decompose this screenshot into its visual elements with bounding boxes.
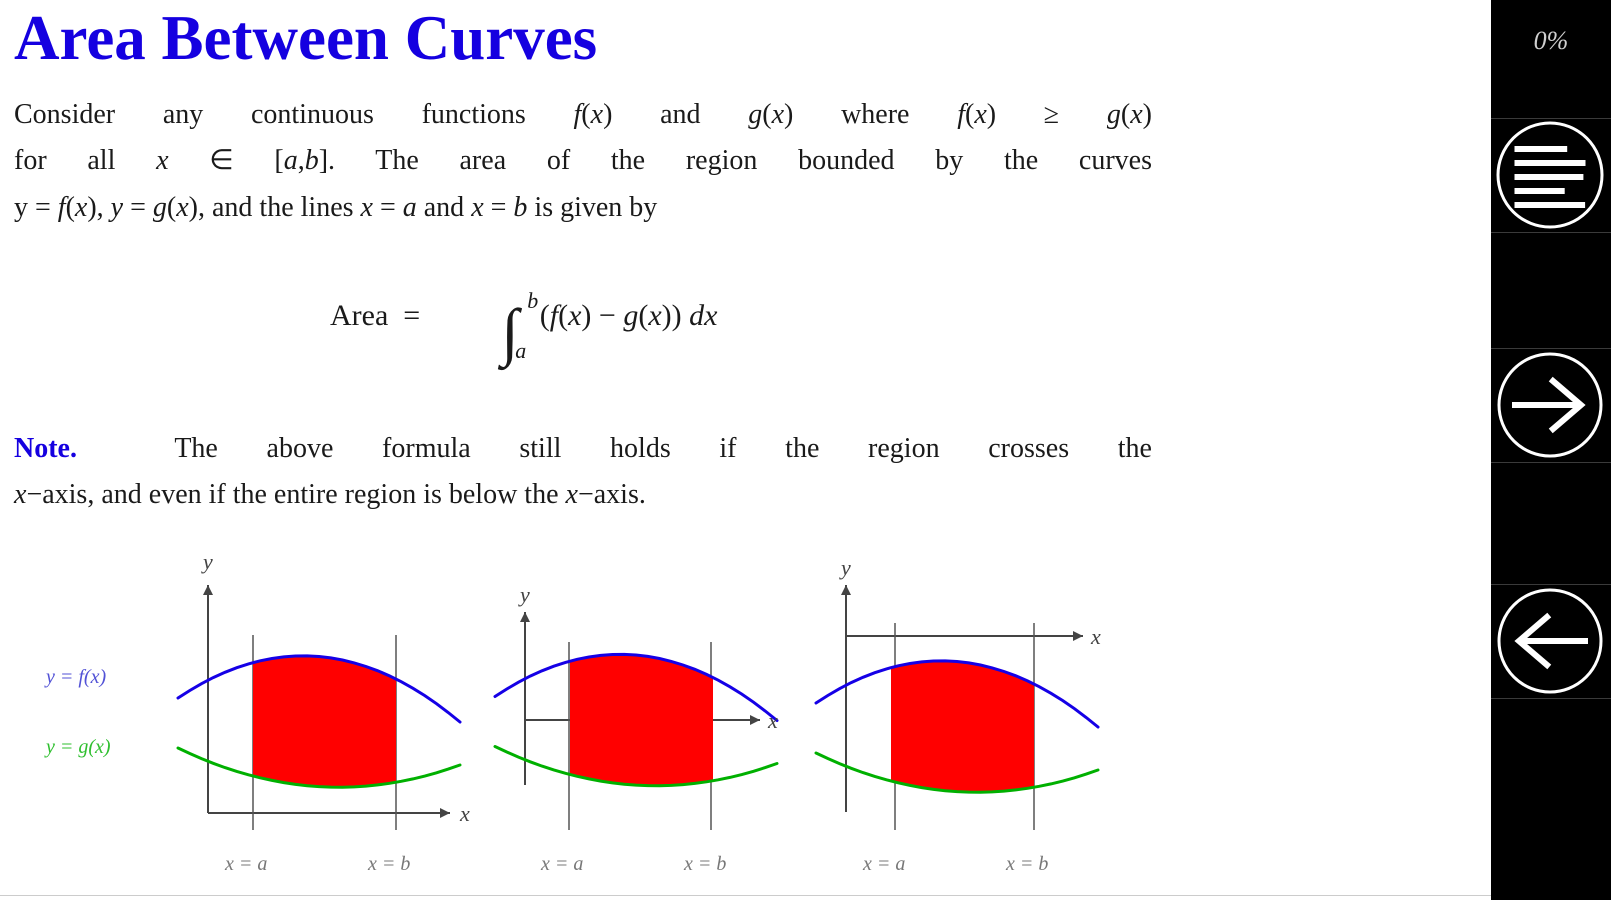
svg-text:x: x [459, 801, 470, 826]
svg-text:x = a: x = a [862, 853, 905, 875]
svg-text:x: x [767, 708, 778, 733]
svg-text:x: x [1090, 624, 1101, 649]
svg-text:x = a: x = a [540, 853, 583, 875]
svg-text:y: y [839, 555, 851, 580]
svg-text:y: y [201, 555, 213, 574]
svg-text:x = b: x = b [367, 853, 410, 875]
svg-text:y = g(x): y = g(x) [44, 736, 111, 758]
svg-text:x = a: x = a [224, 853, 267, 875]
svg-text:y: y [518, 582, 530, 607]
svg-text:x = b: x = b [683, 853, 726, 875]
svg-text:x = b: x = b [1005, 853, 1048, 875]
svg-text:y = f(x): y = f(x) [44, 666, 106, 688]
